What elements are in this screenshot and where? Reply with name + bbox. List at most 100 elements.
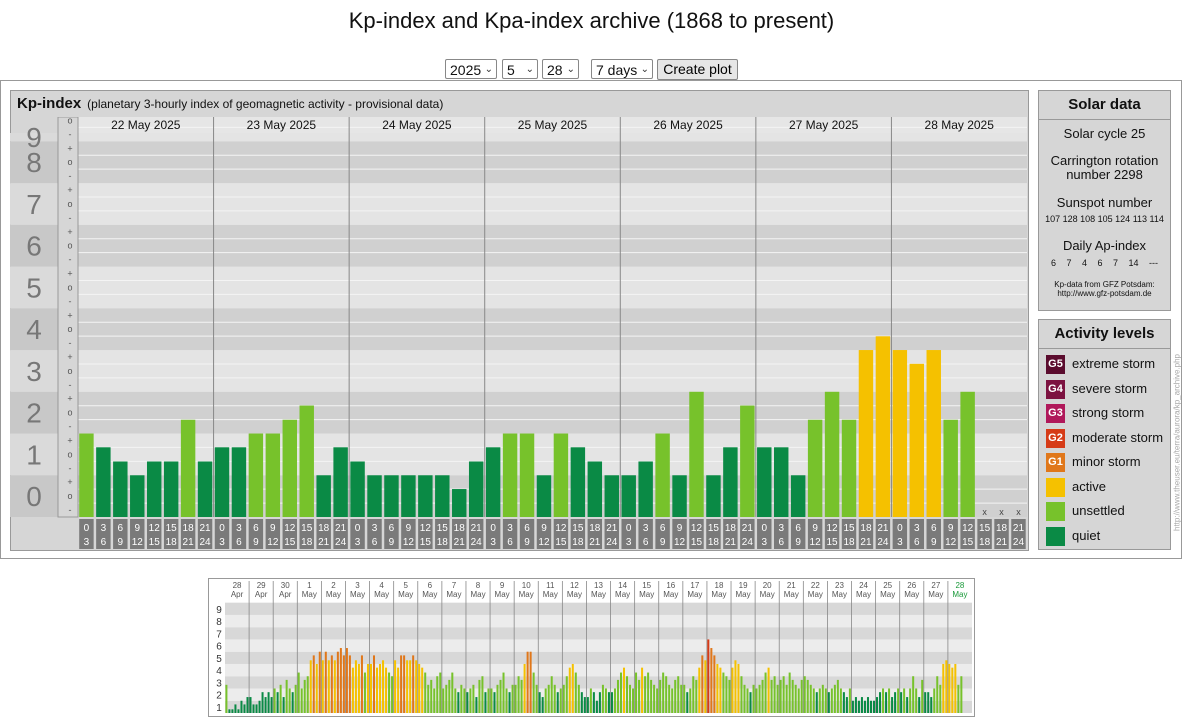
mini-bar (656, 688, 659, 713)
mini-bar (273, 688, 276, 713)
interval-start-label: 9 (812, 523, 818, 534)
interval-cell (333, 519, 348, 549)
span-select[interactable]: 7 days ⌄ (591, 59, 653, 79)
kp-bar (485, 447, 501, 517)
mini-day-label: 11 (546, 581, 555, 590)
mini-bar (544, 688, 547, 713)
mini-bar (806, 679, 809, 713)
mini-y-tick-label: 4 (216, 666, 222, 677)
mini-bar (433, 688, 436, 713)
mini-bar (430, 679, 433, 713)
interval-start-label: 6 (118, 523, 124, 534)
interval-end-label: 15 (284, 537, 296, 548)
interval-end-label: 24 (335, 537, 347, 548)
month-select[interactable]: 5 ⌄ (502, 59, 538, 79)
y-axis-band (10, 475, 58, 517)
mini-bar (451, 672, 454, 713)
y-tick-label: 7 (26, 189, 42, 220)
mini-bar (541, 697, 544, 713)
kp-bar (502, 433, 518, 517)
level-swatch (1046, 526, 1065, 546)
mini-bar (918, 697, 921, 713)
y-tick-label: 0 (26, 481, 42, 512)
mini-bar (457, 692, 460, 713)
interval-end-label: 12 (132, 537, 144, 548)
vertical-url: http://www.theuser.eu/terra/aurora/kp_ar… (1172, 354, 1182, 531)
mini-bar (505, 688, 508, 713)
mini-bar (406, 660, 409, 713)
y-axis-band (10, 266, 58, 309)
mini-bar (746, 688, 749, 713)
mini-bar (466, 692, 469, 713)
interval-end-label: 3 (355, 537, 361, 548)
minor-tick-label: + (67, 310, 72, 320)
carrington-rotation: Carrington rotation number 2298 (1050, 153, 1159, 182)
interval-end-label: 15 (691, 537, 703, 548)
y-axis-band (10, 350, 58, 392)
mini-month-label: May (495, 590, 510, 599)
year-select[interactable]: 2025 ⌄ (445, 59, 497, 79)
interval-cell (858, 519, 874, 549)
kp-bar (248, 433, 264, 517)
missing-marker: x (1016, 507, 1021, 517)
mini-bar (854, 697, 857, 713)
mini-day-label: 13 (594, 581, 603, 590)
mini-day-label: 14 (618, 581, 627, 590)
mini-bar (948, 663, 951, 713)
mini-month-label: May (398, 590, 413, 599)
mini-bar (888, 688, 891, 713)
mini-bar (580, 692, 583, 713)
mini-bar (598, 692, 601, 713)
kp-bar (418, 475, 433, 517)
interval-end-label: 24 (1013, 537, 1025, 548)
mini-bar (731, 667, 734, 713)
interval-start-label: 18 (860, 523, 872, 534)
mini-y-tick-label: 3 (216, 678, 222, 689)
mini-bar (788, 672, 791, 713)
interval-end-label: 3 (219, 537, 225, 548)
mini-bar (863, 700, 866, 713)
mini-month-label: May (591, 590, 606, 599)
interval-cell (384, 519, 399, 549)
mini-bar (942, 663, 945, 713)
day-select[interactable]: 28 ⌄ (542, 59, 579, 79)
mini-bar (897, 688, 900, 713)
sunspot-label: Sunspot number (1056, 195, 1153, 210)
kp-bar (655, 433, 670, 517)
mini-month-label: May (784, 590, 799, 599)
mini-bar (372, 655, 376, 713)
mini-month-label: May (856, 590, 871, 599)
interval-start-label: 3 (101, 523, 107, 534)
mini-bar (511, 684, 514, 713)
mini-bar (493, 692, 496, 713)
mini-bar (400, 655, 403, 713)
create-plot-button[interactable]: Create plot (657, 59, 738, 80)
month-value: 5 (507, 62, 515, 78)
interval-cell (841, 519, 857, 549)
interval-start-label: 18 (996, 523, 1008, 534)
interval-cell (536, 519, 552, 549)
mini-bar (460, 684, 463, 713)
mini-bar (469, 688, 472, 713)
mini-bar (860, 697, 863, 713)
mini-bar (800, 679, 803, 713)
mini-month-label: May (446, 590, 461, 599)
mini-bar (767, 667, 770, 713)
interval-end-label: 21 (860, 537, 872, 548)
mini-y-tick-label: 7 (216, 629, 222, 640)
interval-start-label: 18 (454, 523, 466, 534)
minor-tick-label: o (67, 117, 72, 125)
mini-bar (866, 697, 869, 713)
mini-bar (454, 688, 457, 713)
minor-tick-label: + (67, 143, 72, 153)
mini-bar (589, 688, 592, 713)
mini-day-label: 22 (811, 581, 820, 590)
mini-bar (619, 672, 622, 713)
interval-cell (435, 519, 450, 549)
mini-bar (607, 692, 610, 713)
mini-bar (912, 676, 915, 713)
mini-bar (815, 692, 818, 713)
kp-bar (265, 433, 281, 517)
interval-start-label: 0 (761, 523, 767, 534)
mini-bar (445, 684, 448, 713)
